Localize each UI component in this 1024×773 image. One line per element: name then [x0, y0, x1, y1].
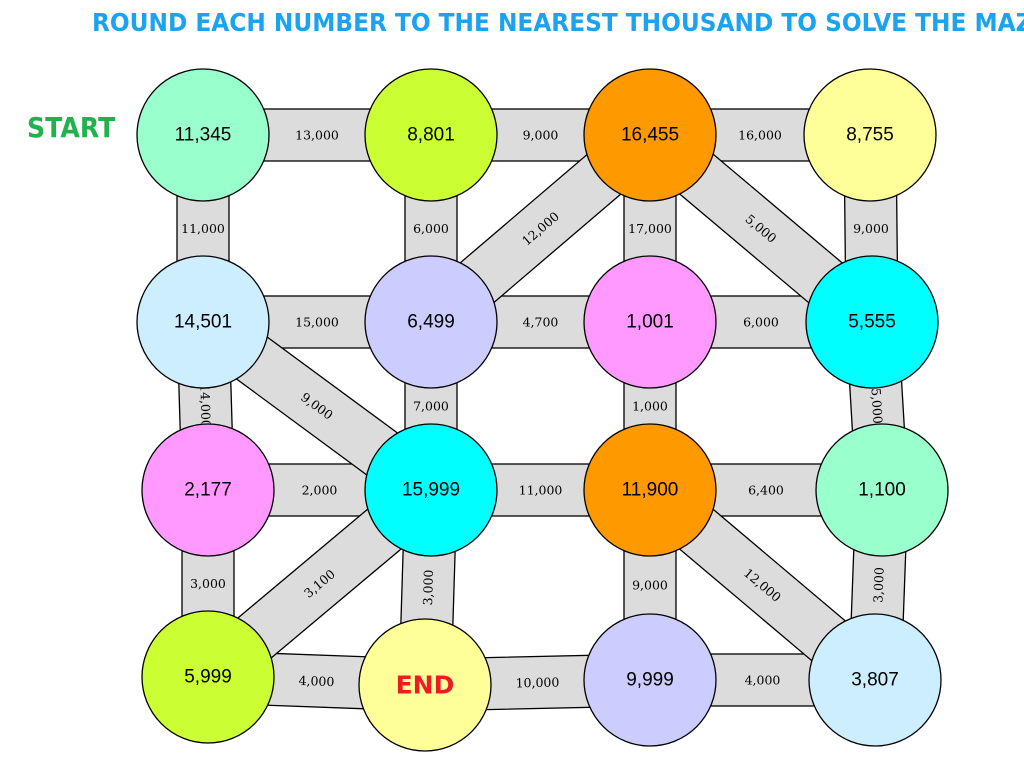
- maze-node-circle: [364, 255, 498, 389]
- maze-node-value: 15,999: [402, 480, 460, 501]
- maze-path-label: 9,000: [523, 128, 559, 143]
- maze-node-value: 9,999: [626, 670, 674, 691]
- maze-path-label: 4,000: [298, 673, 334, 689]
- page-title: ROUND EACH NUMBER TO THE NEAREST THOUSAN…: [92, 8, 1024, 37]
- maze-path-label: 3,000: [190, 576, 226, 591]
- maze-node-circle: [803, 68, 937, 202]
- maze-node-value: 2,177: [184, 480, 232, 501]
- maze-node-value: 1,100: [858, 480, 906, 501]
- maze-path-label: 10,000: [515, 675, 559, 691]
- maze-path-label: 1,000: [632, 399, 668, 414]
- maze-node-value: 1,001: [626, 312, 674, 333]
- maze-node-value: 11,900: [622, 480, 679, 501]
- maze-end-node[interactable]: END: [358, 618, 492, 752]
- maze-path-label: 4,000: [745, 673, 781, 688]
- maze-path-label: 5,000: [868, 388, 885, 425]
- maze-node-circle: [136, 255, 270, 389]
- maze-node-circle: [808, 613, 942, 747]
- end-label: END: [396, 671, 455, 700]
- maze-node-r0c1[interactable]: 8,801: [364, 68, 498, 202]
- maze-node-value: 8,755: [846, 125, 894, 146]
- maze-path-label: 7,000: [413, 399, 449, 414]
- maze-node-circle: [358, 618, 492, 752]
- maze-path-label: 4,700: [523, 315, 559, 330]
- maze-node-circle: [141, 610, 275, 744]
- maze-path-label: 15,000: [295, 315, 339, 330]
- maze-node-value: 6,499: [407, 312, 455, 333]
- maze-node-circle: [583, 423, 717, 557]
- maze-node-r2c3[interactable]: 1,100: [815, 423, 949, 557]
- maze-node-value: 16,455: [621, 125, 679, 146]
- maze-node-circle: [583, 255, 717, 389]
- maze-path-label: 11,000: [181, 221, 225, 236]
- maze-node-circle: [364, 68, 498, 202]
- maze-node-circle: [583, 613, 717, 747]
- maze-node-value: 14,501: [174, 312, 232, 333]
- maze-node-value: 11,345: [175, 125, 232, 146]
- maze-paths: [176, 108, 909, 712]
- maze-node-circle: [805, 255, 939, 389]
- maze-node-r1c2[interactable]: 1,001: [583, 255, 717, 389]
- maze-node-r0c2[interactable]: 16,455: [583, 68, 717, 202]
- maze-path-label: 13,000: [295, 128, 339, 143]
- maze-node-circle: [136, 68, 270, 202]
- maze-node-r2c0[interactable]: 2,177: [141, 423, 275, 557]
- start-label: START: [27, 111, 116, 144]
- maze-node-value: 5,999: [184, 667, 232, 688]
- maze-node-r3c0[interactable]: 5,999: [141, 610, 275, 744]
- maze-node-r2c2[interactable]: 11,900: [583, 423, 717, 557]
- maze-node-value: 3,807: [851, 670, 899, 691]
- maze-path-label: 3,000: [870, 567, 886, 603]
- maze-node-r0c0[interactable]: 11,345: [136, 68, 270, 202]
- maze-node-r1c1[interactable]: 6,499: [364, 255, 498, 389]
- maze-path-label: 11,000: [519, 483, 563, 498]
- maze-node-circle: [815, 423, 949, 557]
- maze-path-label: 3,000: [420, 569, 436, 605]
- maze-path-label: 17,000: [628, 221, 672, 236]
- maze-node-r0c3[interactable]: 8,755: [803, 68, 937, 202]
- maze-node-r1c3[interactable]: 5,555: [805, 255, 939, 389]
- maze-path-label: 2,000: [302, 483, 338, 498]
- maze-path-label: 9,000: [853, 221, 889, 236]
- maze-node-r2c1[interactable]: 15,999: [364, 423, 498, 557]
- maze-node-circle: [583, 68, 717, 202]
- maze-path-label: 14,000: [197, 384, 213, 428]
- maze-node-circle: [364, 423, 498, 557]
- maze-path-label: 6,000: [743, 315, 779, 330]
- maze-node-value: 5,555: [848, 312, 896, 333]
- maze-node-circle: [141, 423, 275, 557]
- maze-node-value: 8,801: [407, 125, 455, 146]
- maze-path-label: 9,000: [632, 578, 668, 593]
- maze-node-r1c0[interactable]: 14,501: [136, 255, 270, 389]
- maze-nodes: 11,345 8,801 16,455 8,755 14,501 6,499 1,001 5,…: [136, 68, 949, 752]
- maze-path-label: 6,400: [748, 483, 784, 498]
- maze-node-r3c3[interactable]: 3,807: [808, 613, 942, 747]
- maze-path-label: 6,000: [413, 221, 449, 236]
- maze-node-r3c2[interactable]: 9,999: [583, 613, 717, 747]
- maze-path-label: 16,000: [738, 128, 782, 143]
